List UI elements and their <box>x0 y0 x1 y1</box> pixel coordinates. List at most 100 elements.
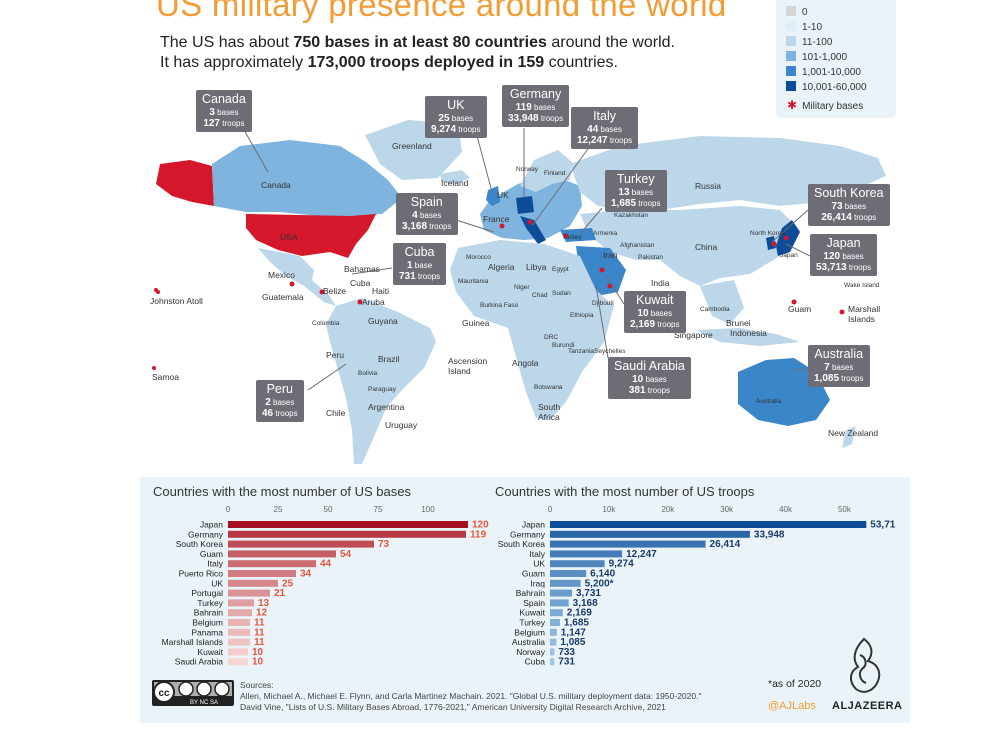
bar <box>228 648 248 656</box>
base-marker <box>319 289 325 295</box>
south-korea-shape <box>766 236 776 250</box>
uk-shape <box>486 186 500 206</box>
base-marker <box>791 299 797 305</box>
category-label: UK <box>533 559 545 569</box>
map-label: India <box>651 278 670 288</box>
map-label: Japan <box>780 252 798 259</box>
value-label: 25 <box>282 578 294 589</box>
value-label: 9,274 <box>609 559 634 570</box>
bar <box>228 619 250 626</box>
map-label: UK <box>497 190 509 200</box>
bar <box>550 658 555 666</box>
value-label: 3,731 <box>576 588 601 599</box>
bar <box>550 589 572 597</box>
category-label: Marshall Islands <box>162 637 223 647</box>
map-label: Guinea <box>462 318 490 328</box>
bar <box>228 521 468 528</box>
italy-shape <box>520 216 546 244</box>
connector-italy <box>531 145 591 227</box>
category-label: Guam <box>200 549 223 559</box>
ajlabs-handle[interactable]: @AJLabs <box>768 700 816 712</box>
map-label: Brazil <box>378 354 400 364</box>
map-label: Armenia <box>593 230 618 237</box>
category-label: Cuba <box>525 657 546 667</box>
value-label: 5,200* <box>585 578 614 589</box>
category-label: Iraq <box>530 578 545 588</box>
category-label: Panama <box>191 627 223 637</box>
value-label: 11 <box>254 618 265 629</box>
bar <box>228 570 296 577</box>
base-marker <box>839 309 845 315</box>
category-label: Saudi Arabia <box>175 657 223 667</box>
map-label: Belize <box>323 286 347 296</box>
category-label: Norway <box>516 647 546 657</box>
se-asia-shape <box>700 280 744 324</box>
map-label: Samoa <box>152 372 179 382</box>
map-label: Cuba <box>350 278 371 288</box>
legend-swatch <box>786 6 796 16</box>
legend-item: 10,001-60,000 <box>786 81 867 93</box>
bar <box>550 550 623 558</box>
map-label: North Korea <box>750 230 786 237</box>
south-america-shape <box>326 298 436 464</box>
world-map: Greenland Canada Iceland USA Mexico Baha… <box>140 80 900 475</box>
creative-commons-badge: cc BY NC SA <box>152 680 234 706</box>
map-label: Brunei <box>726 318 751 328</box>
value-label: 6,140 <box>590 569 615 580</box>
connector-kuwait <box>605 275 625 305</box>
category-label: Italy <box>207 559 223 569</box>
legend-item: 0 <box>786 6 808 18</box>
map-label: Paraguay <box>368 386 396 393</box>
map-label: Guyana <box>368 316 398 326</box>
map-label: Algeria <box>488 262 515 272</box>
value-label: 54 <box>340 549 352 560</box>
value-label: 3,168 <box>573 598 598 609</box>
map-label: Sudan <box>552 290 571 297</box>
callout-cuba: Cuba 1 base 731 troops <box>393 243 447 285</box>
base-marker <box>156 290 160 294</box>
base-marker <box>599 267 605 273</box>
alaska-shape <box>156 160 214 206</box>
base-marker <box>527 219 533 225</box>
map-label: Egypt <box>552 266 569 273</box>
map-label: Iceland <box>441 178 469 188</box>
bar <box>228 540 374 548</box>
map-label: Cambodia <box>700 306 730 313</box>
value-label: 1,085 <box>560 637 585 648</box>
connector-spain <box>455 219 495 233</box>
x-tick-label: 100 <box>421 505 435 514</box>
bar <box>228 550 336 558</box>
legend-bases: ✱ Military bases <box>787 98 864 112</box>
map-label: Norway <box>516 166 539 173</box>
bar <box>550 530 750 538</box>
map-label: Wake Island <box>844 282 880 289</box>
callout-australia: Australia 7 bases 1,085 troops <box>808 345 870 387</box>
connector-peru <box>307 363 347 391</box>
callout-japan: Japan 120 bases 53,713 troops <box>810 234 878 276</box>
value-label: 120 <box>472 520 489 531</box>
svg-text:cc: cc <box>158 688 170 699</box>
value-label: 53,713 <box>870 520 895 531</box>
map-label: Ascension Island <box>448 356 488 376</box>
map-label: Uruguay <box>385 420 418 430</box>
value-label: 44 <box>320 559 332 570</box>
value-label: 11 <box>254 627 265 638</box>
map-label: New Zealand <box>828 428 879 438</box>
base-marker <box>152 366 156 370</box>
value-label: 26,414 <box>710 539 741 550</box>
bar <box>550 579 581 587</box>
charts-panel: Countries with the most number of US bas… <box>140 477 910 723</box>
x-tick-label: 40k <box>779 505 793 514</box>
map-label: Angola <box>512 358 539 368</box>
value-label: 12,247 <box>626 549 657 560</box>
category-label: Portugal <box>191 588 223 598</box>
callout-south-korea: South Korea 73 bases 26,414 troops <box>808 184 890 226</box>
as-of-note: *as of 2020 <box>768 678 822 690</box>
map-label: Canada <box>261 180 291 190</box>
callout-italy: Italy 44 bases 12,247 troops <box>571 107 639 149</box>
bar <box>228 530 466 538</box>
value-label: 10 <box>252 657 264 668</box>
callout-canada: Canada 3 bases 127 troops <box>196 90 252 132</box>
connector-japan <box>785 243 811 257</box>
category-label: Turkey <box>519 618 545 628</box>
